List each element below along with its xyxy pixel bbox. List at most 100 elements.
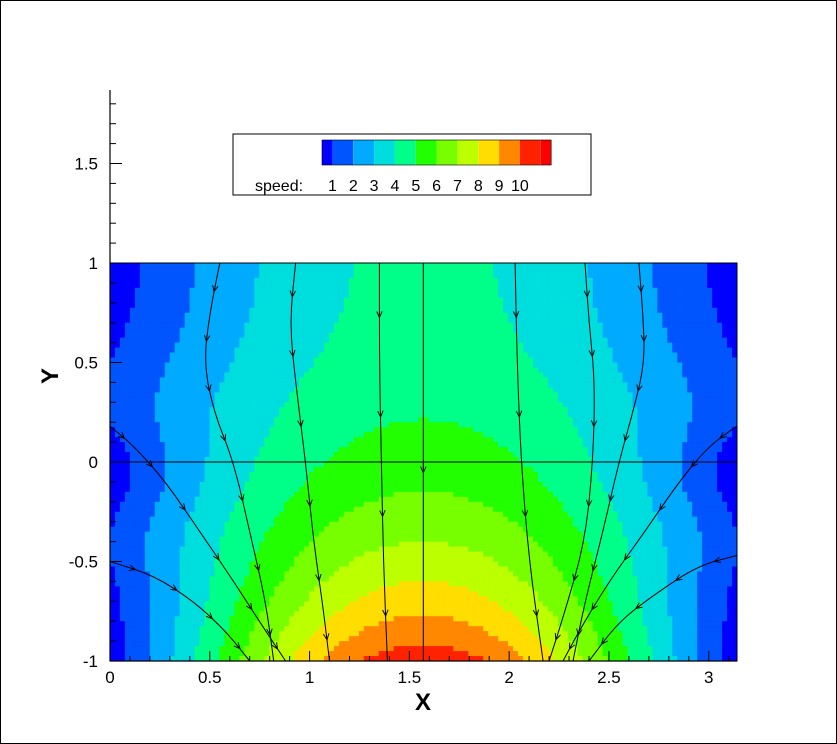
contour-cell <box>358 263 365 269</box>
contour-cell <box>199 332 206 339</box>
contour-cell <box>244 332 250 339</box>
contour-cell <box>164 616 171 622</box>
contour-cell <box>149 272 156 279</box>
contour-cell <box>164 646 171 652</box>
contour-cell <box>353 611 360 617</box>
contour-cell <box>134 377 141 383</box>
contour-cell <box>189 452 196 458</box>
contour-cell <box>184 616 191 622</box>
contour-cell <box>194 392 201 398</box>
contour-cell <box>110 491 116 498</box>
contour-cell <box>124 392 131 398</box>
contour-cell <box>229 611 236 617</box>
contour-cell <box>304 616 310 622</box>
contour-cell <box>209 591 216 597</box>
contour-cell <box>289 501 295 508</box>
contour-cell <box>304 546 310 553</box>
contour-cell <box>164 362 171 369</box>
contour-cell <box>368 322 375 329</box>
contour-cell <box>134 307 141 314</box>
contour-cell <box>184 471 191 478</box>
contour-cell <box>159 576 166 582</box>
contour-cell <box>229 501 236 508</box>
contour-cell <box>119 302 126 309</box>
contour-cell <box>363 526 370 533</box>
contour-cell <box>403 521 410 528</box>
contour-cell <box>159 536 166 543</box>
contour-cell <box>328 476 335 483</box>
contour-cell <box>264 292 270 299</box>
contour-cell <box>418 352 425 359</box>
contour-cell <box>294 457 300 463</box>
contour-cell <box>164 417 171 423</box>
contour-cell <box>234 427 240 433</box>
contour-cell <box>274 511 280 518</box>
contour-cell <box>403 496 410 503</box>
contour-cell <box>254 422 260 428</box>
contour-cell <box>174 387 181 393</box>
contour-cell <box>294 636 300 642</box>
contour-cell <box>259 302 265 309</box>
contour-cell <box>224 641 231 647</box>
contour-cell <box>338 277 345 284</box>
contour-cell <box>299 287 305 294</box>
contour-cell <box>319 521 325 528</box>
contour-cell <box>289 357 295 364</box>
contour-cell <box>353 447 360 453</box>
contour-cell <box>338 287 345 294</box>
contour-cell <box>289 387 295 393</box>
contour-cell <box>358 302 365 309</box>
contour-cell <box>110 382 116 388</box>
contour-cell <box>403 302 410 309</box>
contour-cell <box>328 606 335 612</box>
contour-cell <box>259 367 265 374</box>
contour-cell <box>373 287 380 294</box>
contour-cell <box>393 571 400 578</box>
contour-cell <box>393 277 400 284</box>
contour-cell <box>209 377 216 383</box>
contour-cell <box>328 601 335 607</box>
contour-cell <box>299 471 305 478</box>
contour-cell <box>328 277 335 284</box>
contour-cell <box>189 601 196 607</box>
contour-cell <box>114 521 121 528</box>
contour-cell <box>169 462 176 468</box>
contour-cell <box>413 486 420 493</box>
contour-cell <box>124 501 131 508</box>
contour-cell <box>348 422 355 428</box>
contour-cell <box>299 412 305 418</box>
contour-cell <box>149 606 156 612</box>
contour-cell <box>164 521 171 528</box>
contour-cell <box>259 362 265 369</box>
contour-cell <box>294 531 300 538</box>
contour-cell <box>244 651 250 657</box>
contour-cell <box>279 621 285 627</box>
contour-cell <box>373 481 380 488</box>
contour-cell <box>304 302 310 309</box>
contour-cell <box>134 641 141 647</box>
contour-cell <box>408 382 415 388</box>
contour-cell <box>323 616 330 622</box>
contour-cell <box>279 486 285 493</box>
contour-cell <box>393 352 400 359</box>
contour-cell <box>264 307 270 314</box>
contour-cell <box>358 651 365 657</box>
contour-cell <box>388 631 395 637</box>
contour-cell <box>294 382 300 388</box>
contour-cell <box>279 417 285 423</box>
contour-cell <box>284 551 290 558</box>
contour-cell <box>219 621 226 627</box>
contour-cell <box>179 636 186 642</box>
contour-cell <box>388 287 395 294</box>
contour-cell <box>294 367 300 374</box>
contour-cell <box>154 491 161 498</box>
contour-cell <box>363 402 370 408</box>
contour-cell <box>264 397 270 403</box>
contour-cell <box>169 526 176 533</box>
contour-cell <box>219 576 226 582</box>
contour-cell <box>149 581 156 587</box>
contour-cell <box>184 277 191 284</box>
contour-cell <box>289 263 295 269</box>
contour-cell <box>219 307 226 314</box>
contour-cell <box>119 387 126 393</box>
